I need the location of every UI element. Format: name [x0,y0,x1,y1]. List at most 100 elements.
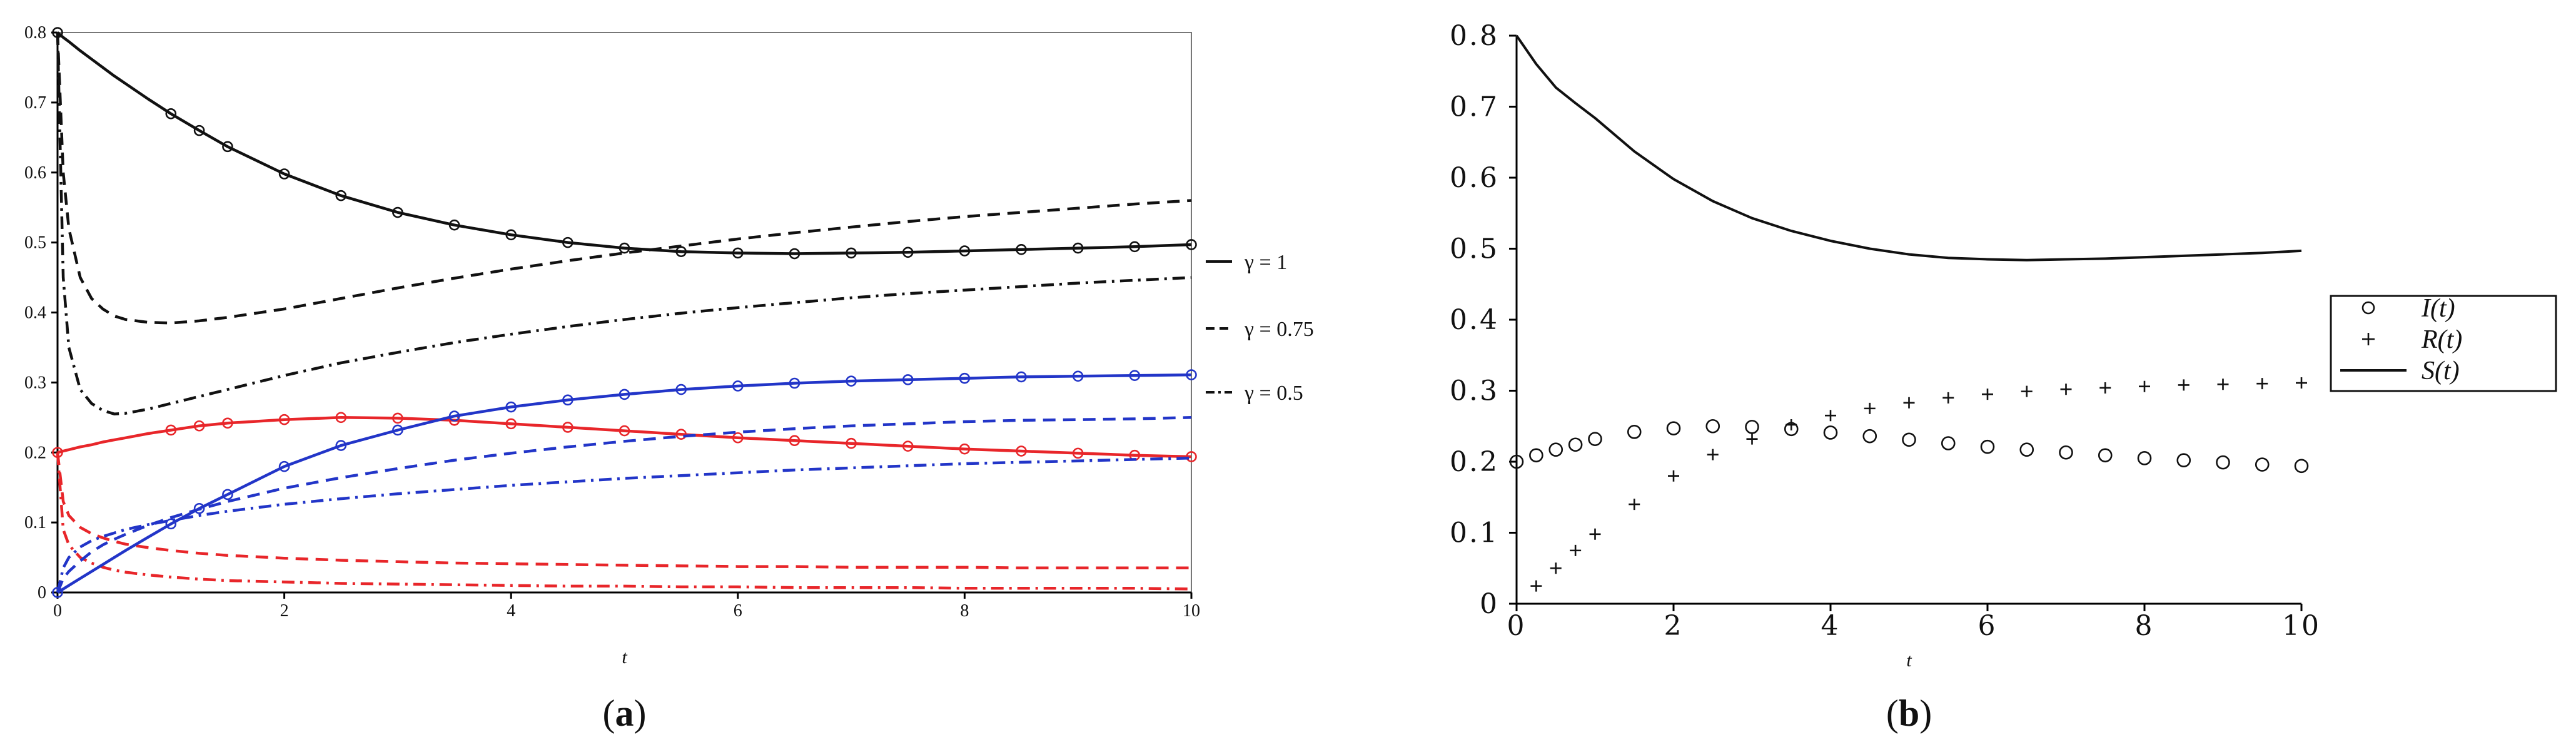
data-point [562,394,573,406]
data-point [789,435,801,447]
data-point [448,410,460,422]
data-point [335,412,347,424]
data-point [1980,439,1995,454]
legend-label: γ = 0.75 [1244,318,1314,341]
data-point [675,384,687,395]
data-point [505,229,517,241]
data-point [193,502,205,514]
data-point [505,418,517,430]
data-point [2021,385,2033,397]
x-tick-label: 8 [2135,610,2154,642]
data-point [619,242,630,254]
legend-label: γ = 1 [1244,251,1287,274]
data-point [1745,420,1759,434]
y-tick-label: 0.7 [24,93,46,113]
data-point [335,440,347,451]
y-tick-label: 0.7 [1450,91,1499,123]
legend-label: R(t) [2421,325,2462,354]
x-axis-label: t [1906,650,1912,671]
data-point [448,219,460,231]
data-point [1186,369,1197,380]
data-point [1629,499,1640,511]
series-line [1515,34,2302,262]
data-point [562,236,573,248]
data-point [959,245,971,257]
data-point [902,440,914,452]
data-point [1707,449,1719,460]
y-tick-label: 0.1 [24,513,46,532]
data-point [2294,459,2309,474]
legend-marker [2362,333,2375,345]
data-point [2099,382,2111,394]
panel-letter: b [1899,693,1919,734]
data-point [2255,457,2270,472]
data-point [1529,448,1543,463]
data-point [2139,380,2150,392]
panel-letter: a [615,693,634,734]
data-point [789,248,801,260]
data-point [392,206,403,218]
data-point [675,429,687,440]
data-point [2098,448,2113,463]
data-point [2256,378,2268,390]
data-point [619,425,630,437]
data-point [1568,437,1583,452]
data-point [278,460,290,472]
data-point [2176,453,2191,468]
data-point [1016,244,1027,255]
data-point [1982,389,1993,400]
y-tick-label: 0.3 [1450,375,1499,407]
series-line [56,416,1192,593]
data-point [2019,442,2034,457]
data-point [1666,421,1681,435]
data-point [1570,544,1582,556]
data-point [562,422,573,433]
legend-label: I(t) [2421,294,2455,323]
data-point [193,124,205,136]
data-point [846,375,857,387]
data-point [1902,432,1916,447]
data-point [1705,419,1720,434]
data-point [505,401,517,413]
data-point [1941,436,1956,450]
y-tick-label: 0 [1480,588,1499,620]
data-point [959,372,971,384]
data-point [2296,377,2307,389]
data-point [1903,397,1915,409]
series-line [56,456,1192,593]
x-tick-label: 2 [1664,610,1684,642]
x-tick-label: 10 [2282,610,2321,642]
data-point [1588,432,1602,446]
x-axis-label: t [622,647,627,668]
data-point [1627,425,1642,439]
data-point [278,168,290,180]
data-point [222,141,233,153]
panel-label: (a) [603,693,647,734]
y-tick-label: 0.8 [1450,20,1499,52]
data-point [1072,242,1084,254]
data-point [1746,433,1758,445]
data-point [732,380,744,392]
data-point [2137,451,2152,465]
data-point [2217,379,2229,390]
series-line [56,452,1191,570]
data-point [2216,455,2230,470]
data-point [278,414,290,425]
data-point [165,108,177,119]
y-tick-label: 0.4 [1450,304,1499,336]
data-point [846,437,857,449]
data-point [1864,402,1876,414]
data-point [222,489,233,500]
data-point [1786,419,1797,430]
data-point [1548,442,1563,457]
data-point [1072,447,1084,459]
data-point [1589,528,1601,540]
x-tick-label: 8 [960,601,969,621]
data-point [165,518,177,530]
data-point [846,247,857,259]
data-point [732,247,744,259]
data-point [1942,392,1954,404]
data-point [1530,580,1542,592]
data-point [1129,241,1141,253]
x-tick-label: 4 [1821,610,1841,642]
